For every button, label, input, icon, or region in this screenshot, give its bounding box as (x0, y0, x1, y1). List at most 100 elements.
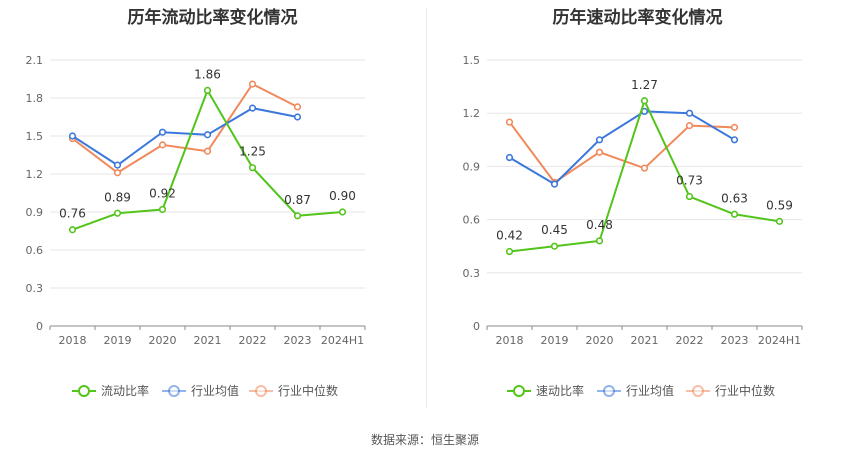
ratio-series-point (595, 237, 604, 245)
x-tick-label: 2021 (194, 334, 222, 347)
industry-mean-series-point (113, 161, 122, 169)
ratio-series-point (730, 210, 739, 218)
industry-mean-series-point (595, 136, 604, 144)
y-tick-label: 0.6 (26, 244, 44, 257)
x-tick-label: 2024H1 (758, 334, 801, 347)
ratio-series-point (113, 209, 122, 217)
data-label: 0.73 (676, 174, 703, 188)
panel-divider (426, 8, 427, 408)
legend-marker-icon (255, 385, 267, 397)
legend-marker-icon (603, 385, 615, 397)
industry-mean-legend[interactable]: 行业均值 (162, 383, 239, 398)
data-label: 0.45 (541, 223, 568, 237)
industry-mean-series-point (730, 136, 739, 144)
legend-marker-icon (168, 385, 180, 397)
ratio-series-point (248, 164, 257, 172)
ratio-series-point (640, 97, 649, 105)
data-label: 0.87 (284, 193, 311, 207)
industry-median-series-point (248, 80, 257, 88)
y-tick-label: 0.9 (26, 206, 44, 219)
legend-label: 速动比率 (536, 383, 584, 398)
legend-label: 流动比率 (101, 383, 149, 398)
industry-median-series-point (595, 148, 604, 156)
industry-median-legend[interactable]: 行业中位数 (686, 383, 775, 398)
chart-title: 历年流动比率变化情况 (127, 8, 298, 28)
industry-mean-series-point (203, 131, 212, 139)
ratio-legend[interactable]: 流动比率 (72, 383, 149, 398)
industry-mean-series-line (508, 110, 736, 186)
legend-marker-icon (513, 385, 525, 397)
y-tick-label: 1.8 (26, 92, 44, 105)
current-ratio-chart-panel: 历年流动比率变化情况 0 0.3 0.6 0.9 1.2 1.5 1.8 2.1 2018 201… (0, 0, 425, 420)
ratio-series-point (338, 208, 347, 216)
y-tick-label: 0.3 (26, 282, 44, 295)
industry-mean-series-point (685, 109, 694, 117)
industry-median-legend[interactable]: 行业中位数 (249, 383, 338, 398)
x-tick-label: 2023 (284, 334, 312, 347)
ratio-series-point (550, 242, 559, 250)
ratio-legend[interactable]: 速动比率 (507, 383, 584, 398)
legend-label: 行业中位数 (278, 383, 338, 398)
industry-median-series-point (505, 118, 514, 126)
industry-median-series-point (203, 147, 212, 155)
industry-median-series-point (640, 164, 649, 172)
data-label: 1.86 (194, 67, 221, 81)
data-label: 0.63 (721, 191, 748, 205)
quick-ratio-chart: 0 0.3 0.6 0.9 1.2 1.5 2018 2019 2020 2021 2022 2023… (463, 54, 803, 398)
x-tick-label: 2022 (239, 334, 267, 347)
legend-label: 行业中位数 (715, 383, 775, 398)
data-label: 0.42 (496, 229, 523, 243)
ratio-series-point (203, 86, 212, 94)
x-tick-label: 2018 (59, 334, 87, 347)
industry-median-series-line (508, 121, 735, 184)
industry-median-series-line (71, 83, 298, 174)
legend-marker-icon (78, 385, 90, 397)
x-tick-label: 2019 (541, 334, 569, 347)
y-tick-label: 1.2 (26, 168, 44, 181)
ratio-series-line (72, 89, 343, 231)
y-tick-label: 0.3 (463, 267, 481, 280)
y-tick-label: 1.5 (463, 54, 481, 67)
data-label: 0.89 (104, 190, 131, 204)
data-label: 0.48 (586, 218, 613, 232)
industry-median-series-point (293, 103, 302, 111)
ratio-series-point (775, 217, 784, 225)
y-tick-label: 1.2 (463, 107, 481, 120)
ratio-series-point (68, 226, 77, 234)
legend-label: 行业均值 (191, 383, 239, 398)
y-tick-label: 0.6 (463, 214, 481, 227)
x-tick-label: 2018 (496, 334, 524, 347)
x-tick-label: 2023 (721, 334, 749, 347)
industry-mean-legend[interactable]: 行业均值 (597, 383, 674, 398)
current-ratio-chart: 0 0.3 0.6 0.9 1.2 1.5 1.8 2.1 2018 2019 2020 2021 20… (26, 54, 366, 398)
x-tick-label: 2020 (586, 334, 614, 347)
data-label: 1.25 (239, 145, 266, 159)
x-tick-label: 2021 (631, 334, 659, 347)
industry-mean-series-line (71, 107, 298, 167)
industry-mean-series-point (550, 180, 559, 188)
x-tick-label: 2020 (149, 334, 177, 347)
legend-label: 行业均值 (626, 383, 674, 398)
ratio-series-point (293, 212, 302, 220)
ratio-series-point (158, 205, 167, 214)
industry-median-series-point (158, 141, 167, 149)
industry-median-series-point (685, 122, 694, 130)
ratio-series-point (505, 247, 514, 256)
chart-title: 历年速动比率变化情况 (552, 8, 723, 28)
y-tick-label: 2.1 (26, 54, 44, 67)
industry-median-series-point (730, 123, 739, 131)
y-tick-label: 1.5 (26, 130, 44, 143)
quick-ratio-chart-panel: 历年速动比率变化情况 0 0.3 0.6 0.9 1.2 1.5 2018 2019 2020 2… (425, 0, 850, 420)
data-label: 0.92 (149, 186, 176, 200)
x-tick-label: 2019 (104, 334, 132, 347)
industry-mean-series-point (68, 132, 77, 140)
y-tick-label: 0.9 (463, 160, 481, 173)
x-tick-label: 2024H1 (321, 334, 364, 347)
industry-mean-series-point (293, 113, 302, 121)
industry-mean-series-point (248, 104, 257, 112)
y-tick-label: 0 (473, 320, 480, 333)
ratio-series-point (685, 192, 694, 201)
y-tick-label: 0 (36, 320, 43, 333)
data-source-note: 数据来源：恒生聚源 (370, 433, 479, 447)
industry-mean-series-point (505, 153, 514, 162)
